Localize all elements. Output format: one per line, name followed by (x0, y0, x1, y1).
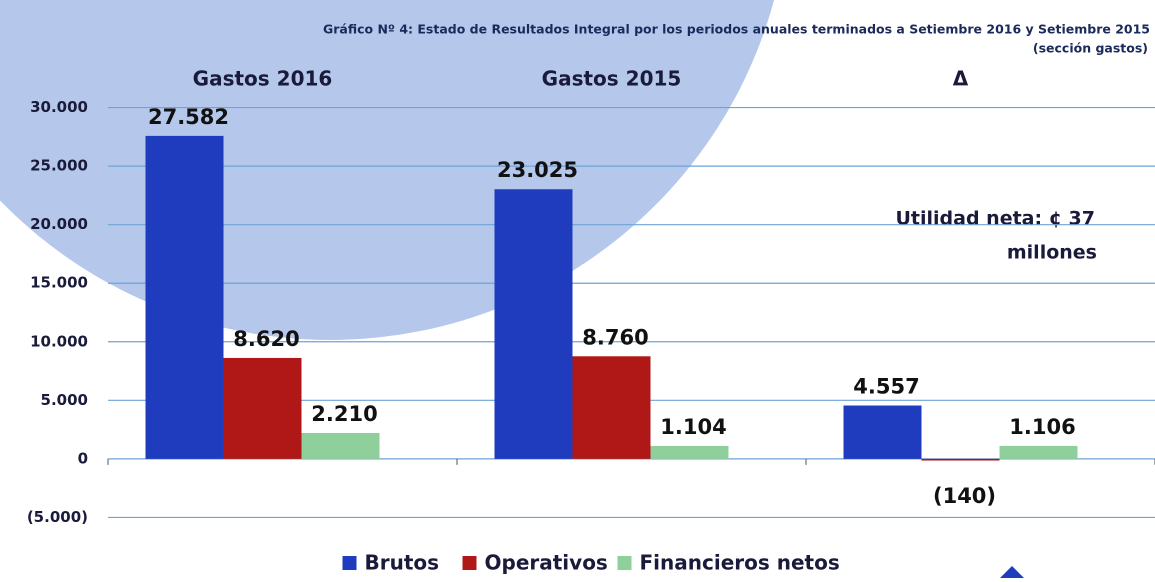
category-label: Δ (953, 67, 969, 91)
legend-label: Brutos (365, 551, 440, 575)
bar (494, 189, 573, 459)
data-label: 4.557 (853, 375, 919, 399)
bar (301, 433, 380, 459)
legend-label: Operativos (485, 551, 608, 575)
bar (223, 357, 302, 459)
y-tick-label: 5.000 (41, 391, 88, 409)
decoration (1000, 566, 1024, 578)
legend-swatch (342, 556, 357, 570)
bar (572, 356, 651, 459)
y-tick-label: 15.000 (30, 274, 88, 292)
y-tick-label: 10.000 (30, 332, 88, 350)
y-tick-label: 25.000 (30, 157, 88, 175)
data-label: 8.760 (582, 325, 648, 349)
data-label: 27.582 (148, 105, 229, 129)
bar (145, 135, 224, 459)
legend-swatch (617, 556, 632, 570)
annotation: millones (1007, 242, 1097, 264)
bar (650, 445, 729, 459)
data-label: 8.620 (233, 327, 299, 351)
data-label: 23.025 (497, 158, 578, 182)
bar (921, 458, 1000, 461)
bar (999, 445, 1078, 459)
annotation: Utilidad neta: ¢ 37 (896, 208, 1096, 230)
y-tick-label: 20.000 (30, 215, 88, 233)
data-label: 2.210 (311, 402, 377, 426)
category-label: Gastos 2016 (193, 67, 333, 91)
y-tick-label: 0 (78, 449, 88, 467)
chart-title: Gráfico Nº 4: Estado de Resultados Integ… (323, 22, 1150, 37)
y-tick-label: 30.000 (30, 98, 88, 116)
category-label: Gastos 2015 (542, 67, 682, 91)
bar (843, 405, 922, 459)
legend-swatch (462, 556, 477, 570)
chart-subtitle: (sección gastos) (1033, 41, 1148, 56)
data-label: (140) (933, 484, 996, 508)
background-circle (0, 0, 775, 340)
legend-label: Financieros netos (640, 551, 840, 575)
data-label: 1.104 (660, 415, 726, 439)
data-label: 1.106 (1009, 415, 1075, 439)
y-tick-label: (5.000) (27, 508, 88, 526)
